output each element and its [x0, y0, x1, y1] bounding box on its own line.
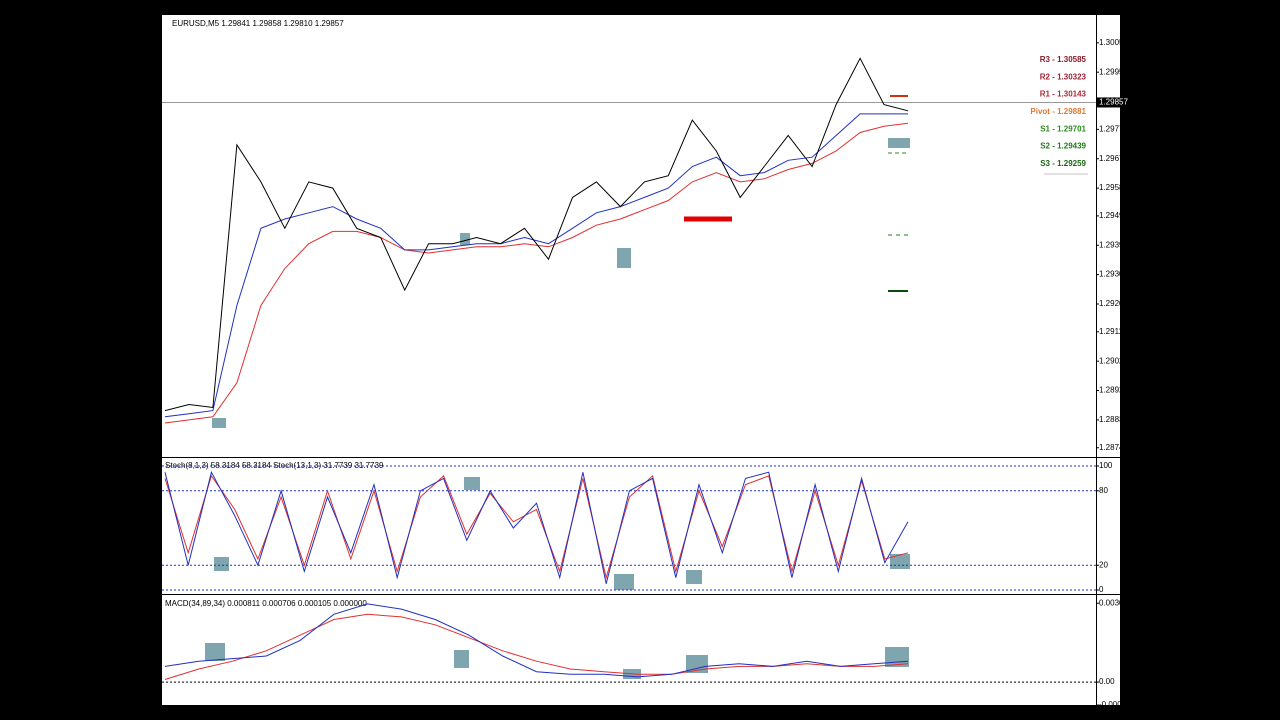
y-tick-label: 0.003026 [1099, 598, 1133, 607]
y-tick-label: 1.28925 [1099, 386, 1128, 395]
stoch-fast [164, 470, 909, 584]
highlight [460, 233, 470, 245]
pivot-markers [684, 95, 1088, 292]
y-tick-label: 1.29490 [1099, 211, 1128, 220]
highlight [205, 643, 225, 661]
macd-signal [164, 613, 909, 680]
y-tick-label: 20 [1099, 560, 1108, 569]
pivot-label: S2 - 1.29439 [1040, 142, 1086, 151]
y-tick-label: 1.30050 [1099, 38, 1128, 47]
price-line [164, 57, 909, 412]
y-tick-label: 100 [1099, 461, 1113, 470]
y-tick-label: 1.29955 [1099, 67, 1128, 76]
y-tick-label: 80 [1099, 486, 1108, 495]
y-tick-label: 1.28830 [1099, 415, 1128, 424]
y-tick-label: 1.29020 [1099, 356, 1128, 365]
y-tick-label: 1.29115 [1099, 327, 1128, 336]
highlight [686, 655, 708, 673]
pivot-label: S3 - 1.29259 [1040, 159, 1086, 168]
highlight [686, 570, 702, 584]
ma-fast [164, 113, 908, 418]
highlight [212, 418, 226, 428]
chart-window [162, 15, 1120, 705]
pivot-label: R3 - 1.30585 [1040, 55, 1087, 64]
highlights [205, 138, 910, 679]
ma-slow [164, 122, 909, 424]
highlight [614, 574, 634, 590]
symbol-header: EURUSD,M5 1.29841 1.29858 1.29810 1.2985… [172, 19, 344, 28]
y-tick-label: 1.28740 [1099, 443, 1128, 452]
highlight [617, 248, 631, 268]
macd-header: MACD(34,89,34) 0.000811 0.000706 0.00010… [165, 599, 367, 608]
y-tick-label: 0 [1099, 585, 1104, 594]
current-price-label: 1.29857 [1099, 98, 1128, 107]
y-tick-label: 1.29675 [1099, 154, 1128, 163]
y-tick-label: -0.00088 [1099, 700, 1131, 709]
stoch-slow [164, 474, 909, 580]
pivot-label: S1 - 1.29701 [1040, 124, 1086, 133]
y-tick-label: 1.29580 [1099, 183, 1128, 192]
pivot-label: Pivot - 1.29881 [1030, 107, 1086, 116]
y-tick-label: 0.00 [1099, 677, 1115, 686]
y-tick-label: 1.29770 [1099, 124, 1128, 133]
highlight [454, 650, 469, 668]
highlight [890, 554, 910, 569]
current-price-box [1097, 97, 1120, 108]
y-tick-label: 1.29300 [1099, 270, 1128, 279]
pivot-label: R2 - 1.30323 [1040, 72, 1087, 81]
highlight [888, 138, 910, 148]
y-tick-label: 1.29395 [1099, 240, 1128, 249]
macd-main [164, 603, 909, 678]
highlight [214, 557, 229, 571]
pivot-label: R1 - 1.30143 [1040, 90, 1087, 99]
highlight [464, 477, 480, 490]
y-tick-label: 1.29205 [1099, 299, 1128, 308]
